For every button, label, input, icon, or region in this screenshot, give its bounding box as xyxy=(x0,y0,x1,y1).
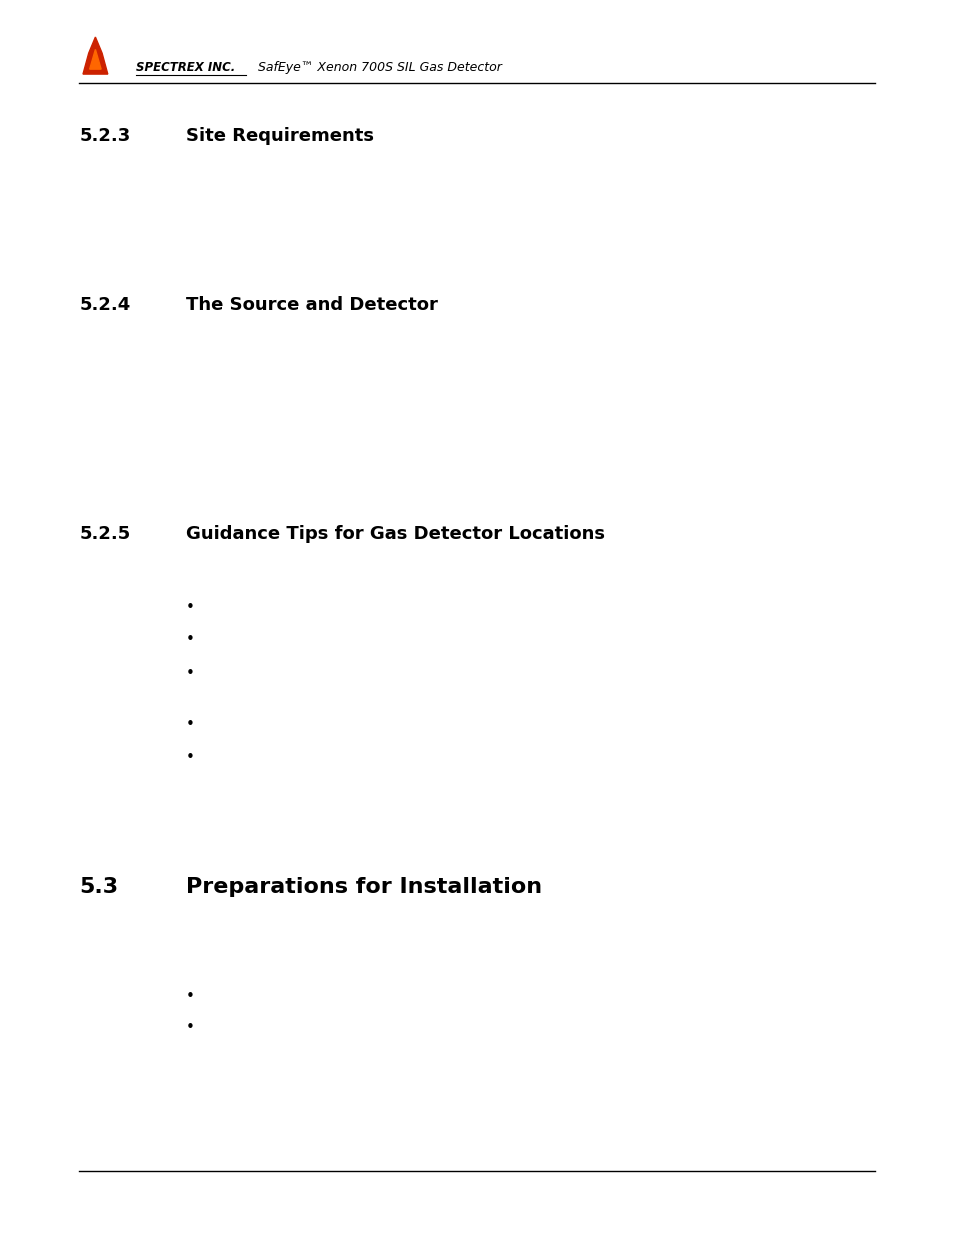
Text: 5.2.5: 5.2.5 xyxy=(79,525,131,543)
Text: The Source and Detector: The Source and Detector xyxy=(186,296,437,315)
Text: •: • xyxy=(186,600,194,615)
Text: •: • xyxy=(186,989,194,1004)
Text: Preparations for Installation: Preparations for Installation xyxy=(186,877,541,897)
Text: Site Requirements: Site Requirements xyxy=(186,127,374,146)
Text: •: • xyxy=(186,1020,194,1035)
Text: •: • xyxy=(186,750,194,764)
Polygon shape xyxy=(90,49,101,69)
Text: •: • xyxy=(186,718,194,732)
Polygon shape xyxy=(83,37,108,74)
Text: •: • xyxy=(186,632,194,647)
Text: •: • xyxy=(186,666,194,680)
Text: Guidance Tips for Gas Detector Locations: Guidance Tips for Gas Detector Locations xyxy=(186,525,604,543)
Text: 5.3: 5.3 xyxy=(79,877,118,897)
Text: SPECTREX INC.: SPECTREX INC. xyxy=(136,62,235,74)
Text: 5.2.3: 5.2.3 xyxy=(79,127,131,146)
Text: SafEye™ Xenon 700S SIL Gas Detector: SafEye™ Xenon 700S SIL Gas Detector xyxy=(257,62,501,74)
Text: 5.2.4: 5.2.4 xyxy=(79,296,131,315)
